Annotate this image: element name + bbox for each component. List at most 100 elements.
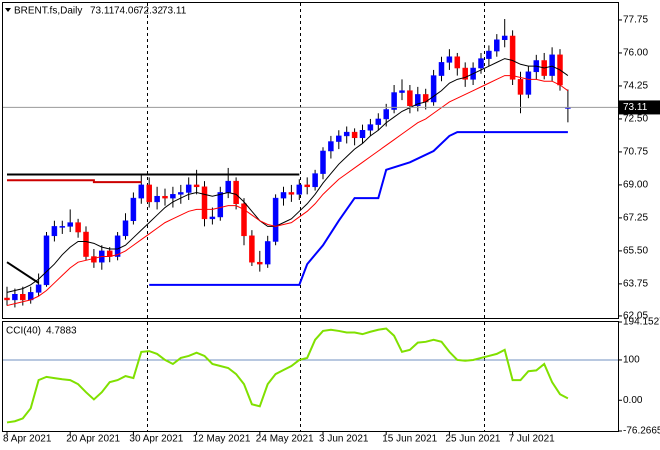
candle-body [170,194,176,199]
x-tick-label: 7 Jul 2021 [509,434,556,445]
candle-body [280,192,287,199]
cci-line [6,327,569,424]
ohlc-low: 72.32 [138,6,163,17]
y-tick-label: 62.05 [623,311,648,322]
y-tick-label: 77.75 [623,15,648,26]
candle-body [304,184,310,188]
candle-body [35,284,42,293]
candle-body [351,131,358,139]
candle-body [336,135,342,142]
candle-body [114,235,121,257]
candle-body [359,129,366,139]
price-label-box [619,100,660,115]
y-tick-label: 194.1527 [623,317,660,328]
candle-body [391,92,397,110]
candle-body [59,226,66,228]
candle-body [375,118,382,125]
candle-body [154,195,160,203]
candle-body [241,203,247,237]
candle-body [162,195,168,199]
candle-body [430,75,437,103]
candle-body [501,35,508,41]
y-tick-label: 70.75 [623,147,648,158]
y-tick-label: 100 [623,355,640,366]
x-tick-label: 3 Jun 2021 [319,434,369,445]
candle-body [486,50,492,59]
candle-body [454,56,461,69]
candle-body [494,39,500,52]
candle-body [517,79,524,95]
candle-body [415,94,421,106]
collapse-icon[interactable] [5,8,11,12]
candle-body [83,231,89,257]
indicator-line [149,131,568,286]
candle-body [462,67,468,80]
candle-body [328,141,334,152]
candle-body [320,150,326,174]
candle-body [138,184,145,199]
candle-body [209,216,216,220]
x-tick-label: 25 Jun 2021 [445,434,500,445]
y-tick-label: 76.00 [623,48,648,59]
candle-body [264,241,271,265]
candle-body [193,184,200,188]
candle-body [233,180,239,205]
candle-body [312,173,318,188]
y-tick-label: 65.50 [623,246,648,257]
candle-body [51,226,58,237]
y-tick-label: 63.75 [623,279,648,290]
y-tick-label: 67.25 [623,213,648,224]
candle-body [367,124,374,131]
cci-panel-frame [2,321,619,432]
candle-body [446,56,453,63]
candle-body [288,192,295,195]
ohlc-close: 73.11 [162,6,187,17]
candle-body [146,184,152,203]
candle-body [478,58,484,69]
candle-body [343,131,350,137]
candle-body [257,261,263,265]
candle-body [75,222,81,233]
x-tick-label: 20 Apr 2021 [66,434,120,445]
candle-body [525,71,532,95]
candle-body [225,180,231,193]
candle-body [4,297,10,301]
indicator-line [6,75,569,307]
candle-body [67,222,73,227]
x-tick-label: 15 Jun 2021 [382,434,437,445]
candle-body [130,197,137,221]
indicator-line [7,179,142,184]
candle-body [185,184,192,193]
candle-body [217,192,224,218]
candle-body [272,197,279,242]
indicator-line [6,58,569,293]
indicator-line [6,261,40,284]
candle-body [296,184,303,195]
candle-body [20,293,26,301]
candle-body [91,256,97,263]
period-separators [147,3,485,431]
x-tick-label: 30 Apr 2021 [129,434,183,445]
candle-body [122,220,129,237]
y-tick-label: 69.00 [623,180,648,191]
x-tick-label: 24 May 2021 [256,434,314,445]
candle-body [549,54,555,76]
ohlc-high: 74.06 [114,6,139,17]
candle-body [43,235,50,286]
candle-body [383,109,389,120]
y-tick-label: 74.25 [623,81,648,92]
chart-title: BRENT.fs,Daily [14,6,82,17]
indicator-value: 4.7883 [46,326,77,337]
x-tick-label: 8 Apr 2021 [3,434,52,445]
y-tick-label: 0.00 [623,395,643,406]
x-tick-label: 12 May 2021 [193,434,251,445]
main-panel-frame [2,2,619,319]
y-tick-label: 72.50 [623,114,648,125]
price-label: 73.11 [623,102,648,113]
candle-body [509,35,516,80]
candle-body [201,186,208,220]
candle-body [438,62,445,76]
y-tick-label: -76.2665 [623,426,660,437]
